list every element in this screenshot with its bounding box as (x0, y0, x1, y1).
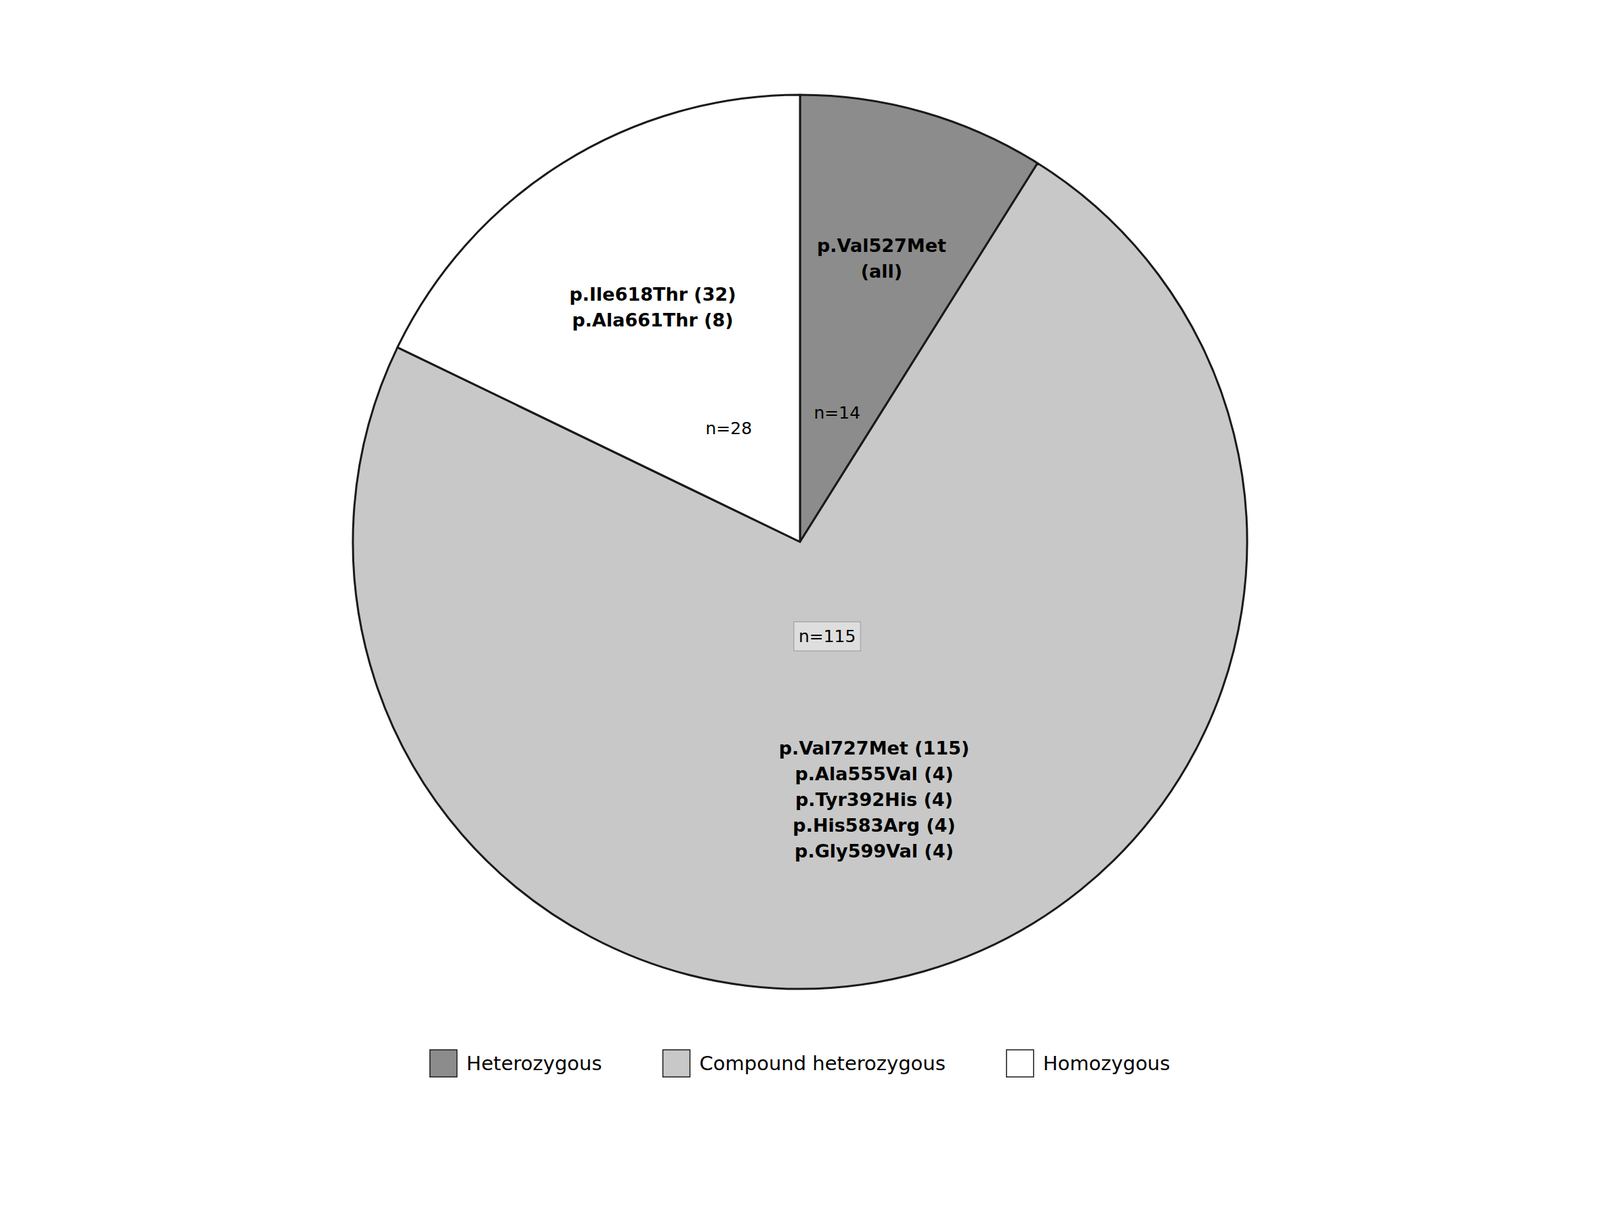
data-label: n=28 (705, 418, 752, 439)
data-label-group: n=14 (813, 403, 861, 423)
legend-swatch (663, 1049, 691, 1078)
chart-container: p.Val527Met(all) p.Val727Met (115)p.Ala55… (0, 0, 1600, 1209)
legend-label: Compound heterozygous (699, 1051, 946, 1076)
labels: p.Val527Met(all) p.Val727Met (115)p.Ala55… (569, 235, 970, 862)
data-label-group: n=28 (705, 418, 752, 439)
legend-swatch (430, 1049, 458, 1078)
chart: p.Val527Met(all) p.Val727Met (115)p.Ala55… (0, 0, 1600, 1209)
legend-item: Compound heterozygous (663, 1049, 946, 1078)
legend-swatch (1006, 1049, 1034, 1078)
legend: Heterozygous Compound heterozygous Homozyg… (430, 1049, 1171, 1078)
legend-label: Homozygous (1043, 1051, 1171, 1076)
annotation: p.Ile618Thr (32)p.Ala661Thr (8) (569, 283, 736, 331)
data-label-group: n=115 (793, 621, 861, 651)
legend-item: Homozygous (1006, 1049, 1171, 1078)
slices (352, 94, 1248, 989)
legend-item: Heterozygous (430, 1049, 603, 1078)
data-label-box (793, 621, 861, 651)
data-label: n=14 (813, 403, 861, 423)
annotation: p.Val727Met (115)p.Ala555Val (4)p.Tyr392… (779, 737, 970, 862)
annotation: p.Val527Met(all) (816, 235, 947, 282)
data-label: n=115 (798, 626, 857, 647)
legend-label: Heterozygous (466, 1051, 603, 1076)
pie-slice (397, 94, 800, 542)
